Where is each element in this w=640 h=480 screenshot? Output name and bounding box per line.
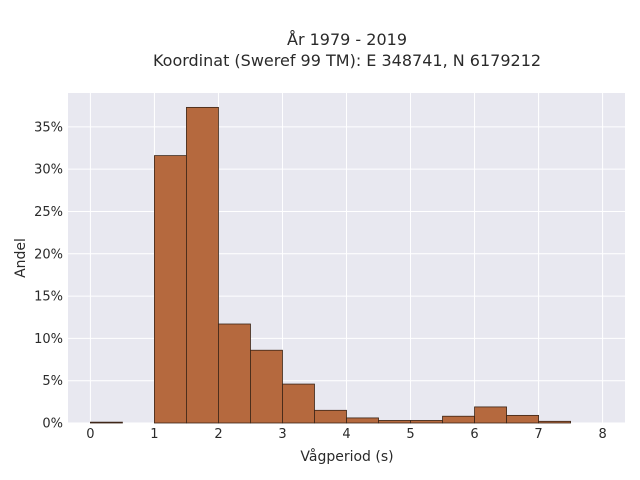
y-tick-label-2: 10% — [34, 332, 63, 347]
y-tick-labels: 0% 5% 10% 15% 20% 25% 30% 35% — [34, 120, 63, 431]
histogram-bar-12 — [474, 406, 507, 424]
histogram-bar-10 — [410, 420, 443, 424]
histogram-bar-0 — [90, 421, 123, 424]
histogram-bar-9 — [378, 420, 411, 424]
y-axis-label: Andel — [13, 238, 29, 278]
y-tick-label-3: 15% — [34, 290, 63, 305]
x-axis-label: Vågperiod (s) — [300, 448, 393, 465]
bars — [90, 106, 571, 424]
histogram-bar-5 — [250, 349, 283, 424]
histogram-bar-3 — [186, 106, 219, 424]
histogram-bar-6 — [282, 383, 315, 424]
x-tick-label-7: 7 — [534, 427, 542, 442]
y-tick-label-7: 35% — [34, 120, 63, 135]
x-tick-label-6: 6 — [470, 427, 478, 442]
histogram-bar-7 — [314, 409, 347, 424]
x-tick-label-5: 5 — [406, 427, 414, 442]
x-tick-label-0: 0 — [86, 427, 94, 442]
x-tick-label-1: 1 — [150, 427, 158, 442]
y-tick-label-0: 0% — [42, 417, 63, 432]
x-tick-label-4: 4 — [342, 427, 350, 442]
histogram-bar-2 — [154, 155, 187, 424]
histogram-bar-14 — [538, 420, 571, 424]
histogram-bar-13 — [506, 414, 539, 424]
x-tick-labels: 0 1 2 3 4 5 6 7 8 — [86, 427, 606, 442]
x-tick-label-2: 2 — [214, 427, 222, 442]
y-tick-label-6: 30% — [34, 163, 63, 178]
chart-title-line1: År 1979 - 2019 — [287, 30, 407, 49]
y-tick-label-1: 5% — [42, 374, 63, 389]
y-tick-label-5: 25% — [34, 205, 63, 220]
x-tick-label-8: 8 — [598, 427, 606, 442]
histogram-bar-8 — [346, 417, 379, 424]
histogram-bar-11 — [442, 415, 475, 424]
y-tick-label-4: 20% — [34, 247, 63, 262]
x-tick-label-3: 3 — [278, 427, 286, 442]
histogram-bar-4 — [218, 323, 251, 424]
chart-title-line2: Koordinat (Sweref 99 TM): E 348741, N 61… — [153, 51, 541, 70]
